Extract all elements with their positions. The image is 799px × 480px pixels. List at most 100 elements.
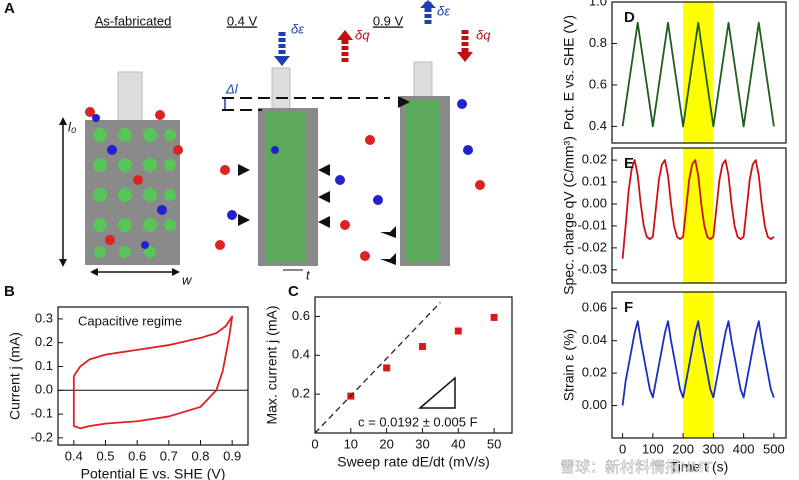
- x-tick-label: 0: [619, 441, 626, 456]
- annotation: c = 0.0192 ± 0.005 F: [358, 414, 478, 429]
- y-tick-label: 0.00: [582, 195, 607, 210]
- x-axis-label: Potential E vs. SHE (V): [81, 466, 226, 480]
- y-tick-label: 0.2: [292, 386, 310, 401]
- point: [454, 327, 462, 335]
- watermark: 雪球：新材料情报NMT: [560, 459, 713, 476]
- y-tick-label: 0.8: [589, 35, 607, 50]
- illustration: A l₀ w As-fabricated: [4, 0, 491, 287]
- x-tick-label: 10: [344, 436, 358, 451]
- charge-symbol: δq: [355, 27, 370, 42]
- chart: -0.03 -0.02 -0.01 0.00 0.01 0.02 E Spec. charge…: [561, 136, 787, 295]
- panel-letter: C: [288, 283, 299, 300]
- x-tick-label: 0.9: [223, 448, 241, 463]
- y-tick-label: 0.02: [582, 365, 607, 380]
- x-tick-label: 500: [763, 441, 785, 456]
- point: [383, 364, 391, 372]
- point: [418, 343, 426, 351]
- ligaments: [266, 112, 306, 262]
- highlight-band: [683, 148, 714, 283]
- thickness-label: t: [306, 267, 311, 282]
- chart: 0.4 0.6 0.8 1.0 D Pot. E vs. SHE (V): [561, 0, 787, 144]
- slope-triangle: [417, 376, 456, 409]
- data-line: [621, 21, 775, 128]
- x-tick-label: 0.6: [128, 448, 146, 463]
- state-label: As-fabricated: [95, 13, 172, 28]
- data-line: [621, 159, 775, 259]
- reference-line: [222, 97, 390, 111]
- x-axis-label: Sweep rate dE/dt (mV/s): [337, 454, 490, 470]
- plot-frame: [611, 1, 787, 144]
- y-tick-label: 0.06: [582, 300, 607, 315]
- y-tick-label: 0.0: [35, 382, 53, 397]
- y-tick-label: 0.2: [35, 334, 53, 349]
- x-tick-label: 100: [642, 441, 664, 456]
- pores: [93, 128, 176, 258]
- ions: [85, 107, 183, 249]
- length-label: l₀: [68, 119, 77, 134]
- data-line: [314, 301, 441, 434]
- ion-arrows: [380, 96, 410, 265]
- chart: 0.2 0.4 0.6 0 10 20 30 40 50 Cc = 0.0192 ± 0.005 …: [264, 283, 513, 470]
- y-tick-label: 0.1: [35, 358, 53, 373]
- charts: -0.2 -0.1 0.0 0.1 0.2 0.3 0.4 0.5 0.6 0.7 0.8 0.9 B C…: [4, 0, 787, 480]
- charge-arrow: [457, 52, 473, 62]
- data-line: [72, 315, 234, 430]
- x-tick-label: 30: [415, 436, 429, 451]
- x-tick-label: 40: [451, 436, 465, 451]
- y-axis-label: Spec. charge qV (C/mm³): [561, 136, 577, 295]
- y-tick-label: 1.0: [589, 0, 607, 8]
- x-tick-label: 0.4: [65, 448, 83, 463]
- y-tick-label: 0.6: [292, 308, 310, 323]
- x-tick-label: 0.7: [160, 448, 178, 463]
- y-tick-label: 0.4: [292, 347, 310, 362]
- plot-frame: [57, 306, 249, 446]
- y-axis-label: Current j (mA): [7, 332, 23, 420]
- panel-letter: D: [624, 9, 635, 26]
- y-tick-label: 0.04: [582, 332, 607, 347]
- panel-letter: B: [4, 283, 15, 300]
- delta-bracket: [222, 97, 228, 111]
- ion-arrows: [238, 164, 330, 228]
- strain-arrow: [274, 56, 290, 66]
- annotation: Capacitive regime: [78, 313, 182, 328]
- y-tick-label: 0.00: [582, 397, 607, 412]
- charge-symbol: δq: [476, 27, 491, 42]
- plot-frame: [611, 291, 787, 439]
- state-label: 0.4 V: [227, 13, 258, 28]
- strain-arrow: [420, 0, 436, 8]
- y-tick-label: -0.01: [577, 217, 607, 232]
- chart: -0.2 -0.1 0.0 0.1 0.2 0.3 0.4 0.5 0.6 0.7 0.8 0.9 B C…: [4, 283, 249, 480]
- y-axis-label: Pot. E vs. SHE (V): [561, 15, 577, 130]
- x-tick-label: 400: [733, 441, 755, 456]
- data-line: [621, 320, 775, 406]
- clamp: [413, 61, 433, 99]
- x-tick-label: 0.8: [191, 448, 209, 463]
- y-tick-label: 0.6: [589, 76, 607, 91]
- chart: 0.00 0.02 0.04 0.06 0 100 200 300 400 500 F Time t …: [561, 291, 787, 475]
- y-tick-label: -0.02: [577, 239, 607, 254]
- x-tick-label: 200: [672, 441, 694, 456]
- width-label: w: [182, 272, 193, 287]
- panel-letter: E: [624, 155, 634, 172]
- highlight-band: [683, 292, 714, 438]
- x-axis-label: Time t (s): [670, 459, 729, 475]
- y-axis-label: Strain ε (%): [561, 329, 577, 401]
- state-label: 0.9 V: [373, 13, 404, 28]
- ions: [215, 146, 350, 250]
- clamp: [117, 71, 143, 123]
- delta-length-label: Δl: [225, 81, 239, 96]
- charge-arrow: [337, 30, 353, 40]
- y-tick-label: -0.2: [31, 429, 53, 444]
- panel-letter: A: [4, 0, 15, 17]
- y-tick-label: 0.02: [582, 152, 607, 167]
- y-tick-label: 0.4: [589, 118, 607, 133]
- x-tick-label: 50: [487, 436, 501, 451]
- strain-symbol: δε: [291, 21, 304, 36]
- panel-letter: F: [624, 299, 633, 316]
- y-axis-label: Max. current j (mA): [264, 305, 280, 424]
- x-tick-label: 0.5: [96, 448, 114, 463]
- clamp: [271, 67, 291, 111]
- x-tick-label: 0: [311, 436, 318, 451]
- y-tick-label: 0.01: [582, 173, 607, 188]
